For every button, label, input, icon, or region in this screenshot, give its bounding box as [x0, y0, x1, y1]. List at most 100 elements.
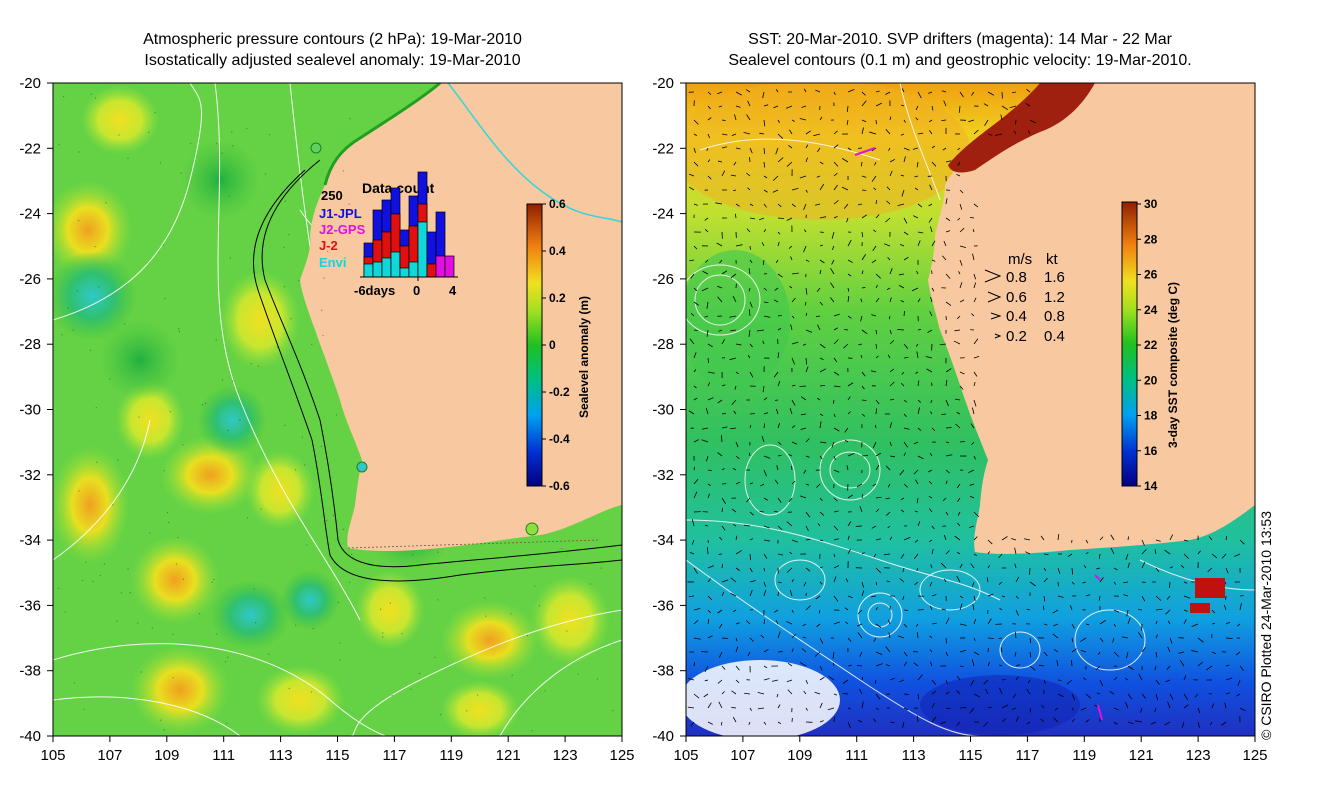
left-colorbar: 0.6 0.4 0.2 0 -0.2 -0.4 -0.6 Sealevel anomaly … [526, 197, 591, 493]
x-tick-label: 123 [1186, 747, 1211, 764]
colorbar-tick-label: 18 [1144, 409, 1158, 423]
y-tick-label: -30 [652, 402, 674, 419]
y-tick-label: -40 [19, 728, 41, 745]
x-tick-label: 107 [97, 747, 122, 764]
colorbar-tick-label: 20 [1144, 373, 1158, 387]
y-tick-label: -28 [19, 336, 41, 353]
colorbar-tick-label: 0 [549, 338, 556, 352]
y-tick-label: -32 [19, 467, 41, 484]
velocity-arrow-0.6 [987, 291, 1002, 303]
y-tick-label: -24 [19, 206, 41, 223]
colorbar-tick-label: 24 [1144, 303, 1158, 317]
data-count-inset: Data count 250 J1-JPL J2-GPS J-2 Envi [319, 171, 458, 298]
left-colorbar-label: Sealevel anomaly (m) [577, 296, 591, 418]
legend-envi: Envi [319, 255, 346, 270]
copyright-notice: © CSIRO Plotted 24-Mar-2010 13:53 [1258, 511, 1274, 740]
right-title-line1: SST: 20-Mar-2010. SVP drifters (magenta)… [748, 31, 1172, 48]
y-tick-label: -26 [652, 271, 674, 288]
y-tick-label: -30 [19, 402, 41, 419]
y-tick-label: -38 [19, 663, 41, 680]
colorbar-tick-label: 16 [1144, 444, 1158, 458]
velocity-key-kt-header: kt [1046, 251, 1059, 268]
right-map-axes: 105 107 109 111 113 115 117 119 121 123 125 -20 -22 -… [652, 75, 1267, 764]
x-tick-label: 111 [212, 747, 235, 764]
y-tick-label: -22 [19, 140, 41, 157]
x-tick-label: 117 [382, 747, 406, 764]
colorbar-tick-label: 30 [1144, 197, 1158, 211]
y-tick-label: -28 [652, 336, 674, 353]
colorbar-tick-label: -0.4 [549, 432, 570, 446]
velocity-key: m/s kt 0.8 1.6 0.6 1.2 0.4 0.8 0.2 0.4 [984, 251, 1065, 345]
y-tick-label: -22 [652, 140, 674, 157]
left-title-line1: Atmospheric pressure contours (2 hPa): 1… [143, 31, 522, 48]
left-title-line2: Isostatically adjusted sealevel anomaly:… [144, 52, 521, 69]
right-colorbar-label: 3-day SST composite (deg C) [1166, 282, 1180, 448]
legend-j2-gps: J2-GPS [319, 222, 366, 237]
velocity-key-row4-ms: 0.2 [1006, 328, 1027, 345]
y-tick-label: -34 [652, 532, 674, 549]
velocity-key-row1-kt: 1.6 [1044, 269, 1065, 286]
x-tick-label: 115 [326, 747, 350, 764]
colorbar-tick-label: 0.4 [549, 244, 566, 258]
velocity-key-row1-ms: 0.8 [1006, 269, 1027, 286]
x-tick-label: 119 [439, 747, 463, 764]
velocity-key-row3-kt: 0.8 [1044, 308, 1065, 325]
velocity-key-row2-ms: 0.6 [1006, 289, 1027, 306]
x-tick-label: 111 [845, 747, 868, 764]
velocity-arrow-0.4 [990, 312, 1002, 320]
velocity-key-row4-kt: 0.4 [1044, 328, 1065, 345]
colorbar-tick-label: -0.2 [549, 385, 570, 399]
x-tick-label: 113 [902, 747, 926, 764]
velocity-key-row3-ms: 0.4 [1006, 308, 1027, 325]
y-tick-label: -38 [652, 663, 674, 680]
left-map-axes: 105 107 109 111 113 115 117 119 121 123 125 -20 -22 -… [19, 75, 634, 764]
y-tick-label: -36 [19, 597, 41, 614]
y-tick-label: -34 [19, 532, 41, 549]
y-tick-label: -40 [652, 728, 674, 745]
velocity-arrow-0.8 [984, 269, 1002, 283]
australia-land-right [928, 83, 1255, 554]
y-tick-label: -20 [652, 75, 674, 92]
x-tick-label: 107 [730, 747, 755, 764]
colorbar-tick-label: 26 [1144, 268, 1158, 282]
velocity-key-ms-header: m/s [1008, 251, 1032, 268]
x-tick-label: 105 [40, 747, 65, 764]
colorbar-tick-label: 0.2 [549, 291, 566, 305]
x-tick-label: 121 [496, 747, 521, 764]
x-tick-label: 125 [609, 747, 634, 764]
x-tick-label: 117 [1015, 747, 1039, 764]
colorbar-tick-label: 0.6 [549, 197, 566, 211]
y-tick-label: -24 [652, 206, 674, 223]
x-tick-label: 115 [959, 747, 983, 764]
velocity-key-row2-kt: 1.2 [1044, 289, 1065, 306]
x-tick-label: 121 [1129, 747, 1154, 764]
legend-j-2: J-2 [319, 238, 338, 253]
legend-j1-jpl: J1-JPL [319, 206, 362, 221]
y-tick-label: -32 [652, 467, 674, 484]
colorbar-tick-label: 14 [1144, 479, 1158, 493]
right-colorbar: 30 28 26 24 22 20 18 16 14 3-day SST composite (… [1121, 197, 1180, 493]
data-count-bars [360, 171, 458, 281]
y-tick-label: -20 [19, 75, 41, 92]
x-tick-label: 119 [1072, 747, 1096, 764]
data-count-axis-zero: 0 [413, 283, 420, 298]
x-tick-label: 123 [553, 747, 578, 764]
data-count-max: 250 [321, 188, 343, 203]
x-tick-label: 113 [269, 747, 293, 764]
colorbar-tick-label: 22 [1144, 338, 1158, 352]
velocity-arrow-0.2 [994, 333, 1002, 339]
colorbar-tick-label: -0.6 [549, 479, 570, 493]
x-tick-label: 105 [673, 747, 698, 764]
data-count-axis-right: 4 [449, 283, 457, 298]
right-map-field [686, 83, 1255, 736]
x-tick-label: 125 [1242, 747, 1267, 764]
x-tick-label: 109 [787, 747, 812, 764]
x-tick-label: 109 [154, 747, 179, 764]
y-tick-label: -36 [652, 597, 674, 614]
data-count-axis-left: -6days [354, 283, 395, 298]
right-title-line2: Sealevel contours (0.1 m) and geostrophi… [728, 52, 1192, 69]
colorbar-tick-label: 28 [1144, 232, 1158, 246]
left-map-field [53, 83, 622, 736]
